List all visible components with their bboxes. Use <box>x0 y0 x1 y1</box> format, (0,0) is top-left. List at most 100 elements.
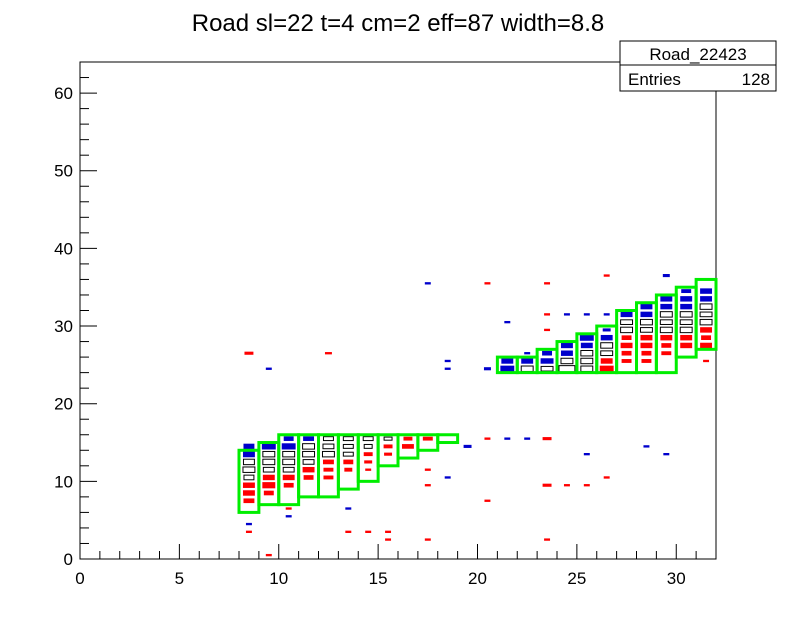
heatmap-cell <box>643 445 650 448</box>
heatmap-cell <box>422 436 433 441</box>
heatmap-cell <box>323 467 334 472</box>
heatmap-cell <box>242 482 255 488</box>
heatmap-cell <box>542 437 552 441</box>
heatmap-cell <box>699 318 713 326</box>
heatmap-cell <box>620 319 634 325</box>
heatmap-cell <box>243 498 255 504</box>
x-tick-label: 25 <box>567 569 586 588</box>
heatmap-cell <box>603 476 610 479</box>
stats-box-frame <box>619 40 777 92</box>
axes-layer: 0 5 10 15 20 25 30 0 10 20 30 40 50 60 <box>54 61 717 588</box>
heatmap-cell <box>424 538 431 541</box>
x-tick-label: 20 <box>468 569 487 588</box>
heatmap-cell <box>579 334 594 341</box>
heatmap-cell <box>342 451 354 457</box>
heatmap-cell <box>282 450 296 458</box>
road-boxes-layer <box>237 277 718 514</box>
heatmap-cell <box>322 459 334 465</box>
heatmap-cell <box>302 459 315 465</box>
heatmap-cell <box>444 359 451 363</box>
heatmap-cell <box>540 358 554 364</box>
heatmap-cell <box>580 357 594 365</box>
heatmap-cell <box>580 365 594 372</box>
x-tick-label: 15 <box>369 569 388 588</box>
heatmap-cell <box>384 452 393 456</box>
heatmap-cell <box>620 342 633 349</box>
heatmap-cell <box>444 476 451 479</box>
heatmap-cell <box>600 342 614 349</box>
heatmap-cell <box>242 490 255 496</box>
heatmap-cell <box>262 466 275 473</box>
heatmap-cell <box>560 357 574 365</box>
heatmap-cell <box>659 326 673 334</box>
heatmap-cell <box>322 443 335 450</box>
heatmap-cell <box>680 342 693 349</box>
heatmap-cell <box>243 443 255 450</box>
road-box <box>436 433 460 445</box>
heatmap-cell <box>242 451 255 458</box>
heatmap-cell <box>504 320 511 324</box>
heatmap-cell <box>321 450 335 458</box>
heatmap-cell <box>281 443 296 450</box>
heatmap-cell <box>583 453 590 456</box>
heatmap-cell <box>385 538 392 541</box>
heatmap-cell <box>383 444 393 449</box>
x-tick-label: 30 <box>667 569 686 588</box>
heatmap-cell <box>262 482 276 489</box>
heatmap-cell <box>583 313 590 316</box>
heatmap-cell <box>540 365 554 372</box>
stats-entries-label: Entries <box>628 70 681 89</box>
heatmap-cell <box>679 319 693 325</box>
heatmap-cell <box>303 475 314 480</box>
y-tick-label: 40 <box>54 239 73 258</box>
heatmap-cell <box>662 274 670 278</box>
heatmap-cell <box>639 318 653 326</box>
heatmap-cell <box>640 342 653 349</box>
heatmap-cell <box>520 365 534 372</box>
heatmap-cell <box>262 474 275 481</box>
x-tick-label: 10 <box>269 569 288 588</box>
heatmap-cell <box>700 327 713 333</box>
heatmap-cell <box>323 475 334 480</box>
heatmap-cell <box>583 484 590 487</box>
heatmap-cell <box>365 530 372 533</box>
heatmap-cell <box>383 436 393 441</box>
heatmap-cell <box>343 459 354 465</box>
heatmap-cell <box>403 436 413 441</box>
heatmap-cell <box>602 328 611 332</box>
heatmap-cell <box>563 484 570 487</box>
heatmap-cell <box>679 311 693 318</box>
heatmap-cell <box>362 436 374 442</box>
heatmap-cell <box>262 458 276 466</box>
heatmap-cell <box>302 443 316 450</box>
heatmap-cell <box>504 437 511 440</box>
heatmap-cell <box>500 365 515 372</box>
heatmap-cell <box>639 327 653 333</box>
heatmap-cell <box>600 358 613 364</box>
heatmap-cell <box>620 311 633 318</box>
heatmap-cell <box>345 530 352 533</box>
heatmap-cell <box>681 289 692 294</box>
stats-entries-value: 128 <box>742 70 770 89</box>
heatmap-cell <box>680 296 693 302</box>
heatmap-cell <box>603 274 610 277</box>
heatmap-cell <box>463 444 472 448</box>
heatmap-cell <box>679 326 693 334</box>
heatmap-cell <box>243 474 255 481</box>
x-tick-label: 0 <box>75 569 84 588</box>
heatmap-cell <box>245 522 252 526</box>
heatmap-cell <box>621 359 632 363</box>
heatmap-cell <box>640 303 653 310</box>
heatmap-cell <box>701 335 712 341</box>
heatmap-cell <box>659 319 673 325</box>
heatmap-cell <box>244 351 254 355</box>
y-tick-label: 30 <box>54 317 73 336</box>
heatmap-cell <box>580 349 594 357</box>
heatmap-cell <box>641 350 652 356</box>
heatmap-cell <box>285 515 292 518</box>
heatmap-cell <box>344 467 353 472</box>
heatmap-cell <box>385 530 392 533</box>
cells-layer <box>242 274 713 557</box>
heatmap-cell <box>483 367 491 371</box>
heatmap-cell <box>424 468 431 471</box>
